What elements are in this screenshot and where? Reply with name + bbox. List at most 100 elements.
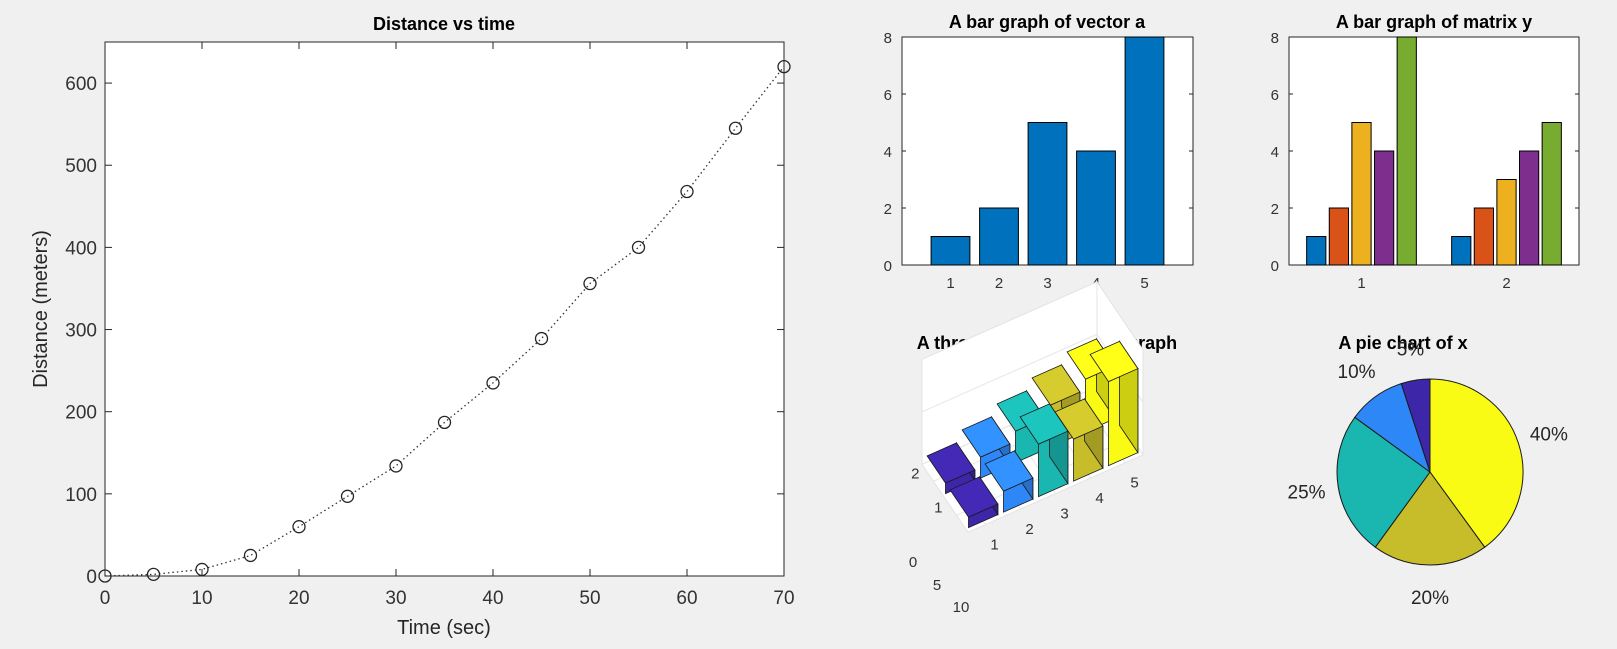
bar-3d	[926, 441, 976, 495]
y-tick-label: 400	[65, 238, 97, 259]
data-point	[98, 569, 112, 583]
z-tick-label: 10	[953, 599, 970, 616]
bars	[1306, 36, 1562, 266]
x-tick-label: 40	[482, 588, 503, 609]
y-tick-label: 300	[65, 321, 97, 342]
y-tick-label: 6	[884, 87, 892, 104]
data-point	[583, 276, 597, 291]
bar	[1124, 36, 1165, 266]
y-tick-label: 2	[1271, 201, 1279, 218]
data-point	[389, 459, 403, 473]
x-tick-label: 20	[288, 588, 309, 609]
y-tick-label: 0	[1271, 258, 1279, 275]
x-tick-label: 1	[990, 537, 998, 554]
pie-slice-label: 10%	[1338, 362, 1376, 383]
x-axis-label: Time (sec)	[397, 617, 491, 639]
bar	[1306, 236, 1327, 266]
x-tick-label: 30	[385, 588, 406, 609]
bar	[1374, 150, 1395, 266]
y-axis-label: Distance (meters)	[30, 230, 52, 388]
x-tick-label: 3	[1043, 275, 1051, 292]
pie-slice-label: 5%	[1397, 340, 1425, 361]
x-tick-label: 3	[1060, 506, 1068, 523]
y-tick-label: 200	[65, 403, 97, 424]
z-tick-label: 5	[933, 577, 941, 594]
pie-slice	[1400, 378, 1431, 473]
bar-top-face	[949, 476, 999, 518]
x-tick-label: 2	[1025, 521, 1033, 538]
bar	[1541, 122, 1562, 266]
bar	[1328, 207, 1349, 266]
data-point	[146, 567, 161, 582]
chart-title: A bar graph of vector a	[949, 12, 1146, 32]
pie-slice-label: 25%	[1288, 483, 1326, 504]
y-tick-label: 4	[884, 144, 892, 161]
axis-ticks: 0 10 20 30 40 50 60 70 0 100 200 300 400 500 600	[65, 42, 795, 609]
x-tick-label: 4	[1095, 490, 1103, 507]
data-point	[777, 59, 791, 74]
bar	[1496, 179, 1517, 266]
chart-title: A bar graph of matrix y	[1336, 12, 1532, 32]
bar-3d	[1054, 397, 1104, 482]
series-line	[104, 66, 785, 577]
bar	[1519, 150, 1540, 266]
pie-slice	[1429, 378, 1524, 548]
x-tick-label: 1	[1357, 275, 1365, 292]
bar	[1396, 36, 1417, 266]
bar-top-face	[984, 450, 1034, 492]
y-tick-label: 600	[65, 74, 97, 95]
bar-3d	[949, 475, 999, 529]
three-d-bar-chart: A three-dimensional bar graph 1234512051…	[909, 280, 1177, 616]
distance-vs-time-chart: Distance vs time Time (sec) Distance (me…	[30, 14, 795, 639]
bar-top-face	[1019, 403, 1069, 445]
pie-slice-label: 20%	[1411, 588, 1449, 609]
pie-slice	[1336, 416, 1431, 548]
pie-chart: A pie chart of x 40% 20% 25% 10% 5%	[1288, 333, 1568, 609]
x-tick-label: 5	[1130, 475, 1138, 492]
y-tick-label: 6	[1271, 87, 1279, 104]
bar-3d	[984, 449, 1034, 513]
x-tick-label: 2	[995, 275, 1003, 292]
y-tick-label: 4	[1271, 144, 1279, 161]
bar-top-face	[926, 442, 976, 484]
x-tick-label: 60	[676, 588, 697, 609]
y-tick-label: 500	[65, 156, 97, 177]
axis-ticks: 0 2 4 6 8 1 2	[1271, 30, 1579, 292]
y-tick-label: 8	[884, 30, 892, 47]
data-point	[631, 240, 646, 255]
y-tick-label: 1	[934, 499, 942, 516]
bar	[930, 236, 971, 266]
pie-slices	[1336, 378, 1524, 566]
matrix-bar-chart: A bar graph of matrix y 0 2 4 6 8 1 2	[1271, 12, 1580, 292]
x-tick-label: 50	[579, 588, 600, 609]
plot-area	[104, 41, 785, 577]
x-tick-label: 5	[1140, 275, 1148, 292]
data-point	[437, 415, 452, 430]
y-tick-label: 100	[65, 485, 97, 506]
pie-labels: 40% 20% 25% 10% 5%	[1288, 340, 1568, 609]
y-tick-label: 0	[884, 258, 892, 275]
bar-top-face	[961, 416, 1011, 458]
data-point	[728, 121, 743, 135]
bar	[1351, 122, 1372, 266]
y-tick-label: 2	[911, 465, 919, 482]
vector-bar-chart: A bar graph of vector a 0246812345	[884, 12, 1194, 292]
data-point	[292, 520, 306, 534]
x-tick-label: 70	[773, 588, 794, 609]
bars	[926, 337, 1139, 529]
series-points	[98, 59, 791, 583]
bars	[930, 36, 1165, 266]
bar	[1451, 236, 1472, 266]
bar-top-face	[1054, 398, 1104, 440]
y-tick-label: 2	[884, 201, 892, 218]
data-point	[195, 562, 209, 577]
data-point	[340, 489, 355, 503]
bar	[1027, 122, 1068, 266]
chart-title: A pie chart of x	[1338, 333, 1467, 353]
y-tick-label: 8	[1271, 30, 1279, 47]
data-point	[534, 331, 549, 346]
bar-3d	[1089, 340, 1139, 467]
pie-slice	[1374, 471, 1486, 566]
